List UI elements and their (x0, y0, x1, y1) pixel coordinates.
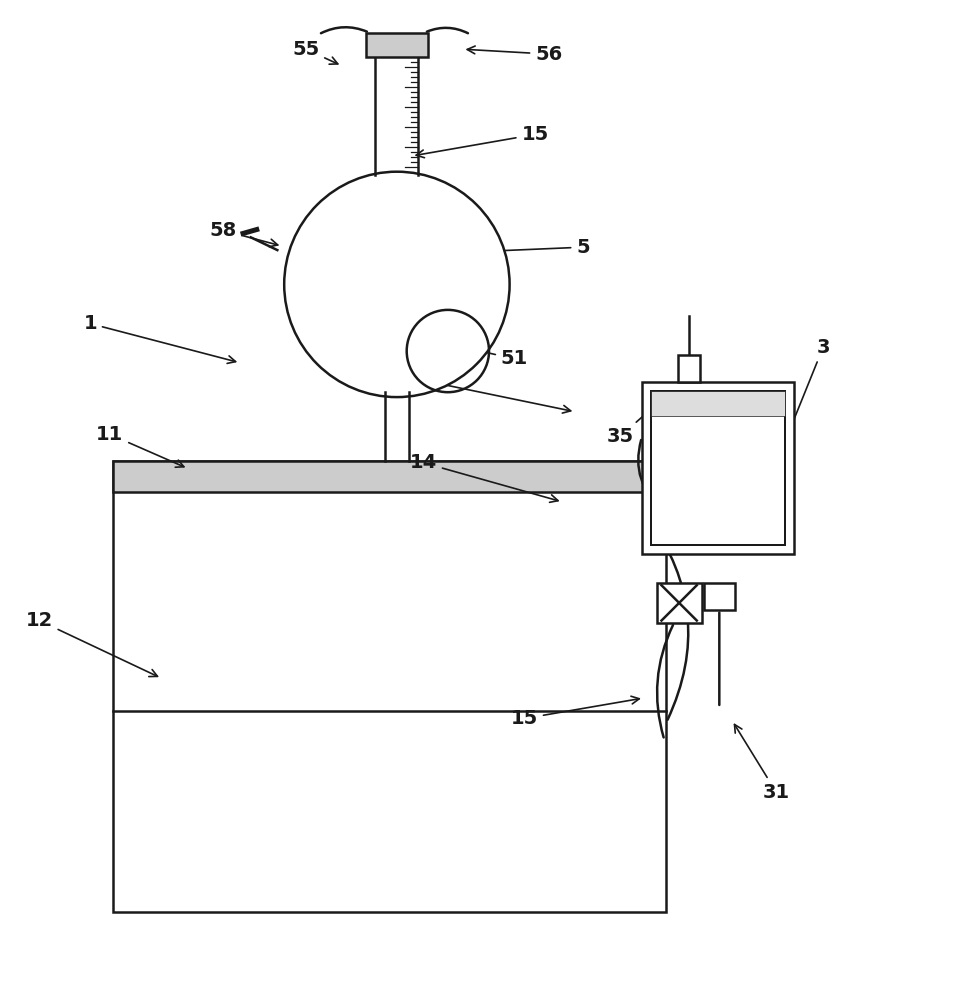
Text: 55: 55 (292, 40, 338, 64)
Text: 56: 56 (467, 45, 563, 64)
Text: 31: 31 (734, 724, 790, 802)
Bar (651, 391, 785, 545)
Text: 5: 5 (451, 238, 590, 257)
Bar (366, 33, 428, 57)
Text: 3: 3 (770, 338, 830, 476)
Bar (651, 391, 785, 416)
Bar (657, 583, 702, 622)
Bar (704, 583, 735, 610)
Circle shape (284, 172, 510, 397)
Text: 32: 32 (410, 371, 570, 413)
Text: 15: 15 (511, 696, 639, 728)
Text: 14: 14 (410, 453, 558, 502)
Bar (642, 382, 794, 554)
Bar (678, 355, 700, 382)
Text: 35: 35 (607, 400, 661, 446)
Text: 11: 11 (96, 425, 184, 467)
Text: 34: 34 (734, 408, 784, 475)
Bar (113, 461, 666, 492)
Text: 58: 58 (210, 221, 277, 247)
Bar (113, 461, 666, 912)
Text: 1: 1 (83, 314, 235, 363)
Text: 51: 51 (464, 345, 528, 368)
Text: 12: 12 (25, 611, 158, 677)
Text: 15: 15 (416, 125, 549, 158)
